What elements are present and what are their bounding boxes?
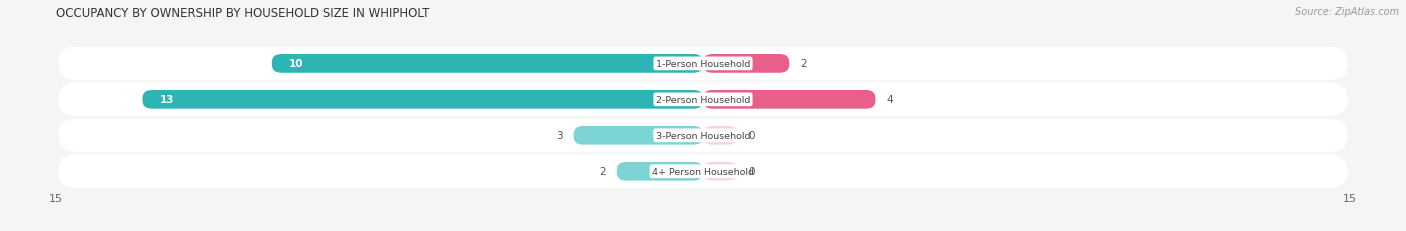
FancyBboxPatch shape	[59, 48, 1347, 81]
FancyBboxPatch shape	[703, 55, 789, 73]
Text: OCCUPANCY BY OWNERSHIP BY HOUSEHOLD SIZE IN WHIPHOLT: OCCUPANCY BY OWNERSHIP BY HOUSEHOLD SIZE…	[56, 7, 430, 20]
Text: 0: 0	[748, 167, 755, 176]
FancyBboxPatch shape	[574, 126, 703, 145]
Text: 0: 0	[748, 131, 755, 141]
Text: 2: 2	[800, 59, 807, 69]
FancyBboxPatch shape	[59, 83, 1347, 116]
Text: 2-Person Household: 2-Person Household	[655, 95, 751, 104]
FancyBboxPatch shape	[703, 162, 738, 181]
FancyBboxPatch shape	[142, 91, 703, 109]
Text: 4: 4	[886, 95, 893, 105]
Text: 3: 3	[557, 131, 562, 141]
Text: 2: 2	[599, 167, 606, 176]
FancyBboxPatch shape	[271, 55, 703, 73]
Text: Source: ZipAtlas.com: Source: ZipAtlas.com	[1295, 7, 1399, 17]
Text: 3-Person Household: 3-Person Household	[655, 131, 751, 140]
Text: 4+ Person Household: 4+ Person Household	[652, 167, 754, 176]
FancyBboxPatch shape	[617, 162, 703, 181]
FancyBboxPatch shape	[703, 126, 738, 145]
Text: 10: 10	[290, 59, 304, 69]
FancyBboxPatch shape	[59, 155, 1347, 188]
Text: 1-Person Household: 1-Person Household	[655, 60, 751, 69]
FancyBboxPatch shape	[703, 91, 876, 109]
Text: 13: 13	[160, 95, 174, 105]
FancyBboxPatch shape	[59, 119, 1347, 152]
